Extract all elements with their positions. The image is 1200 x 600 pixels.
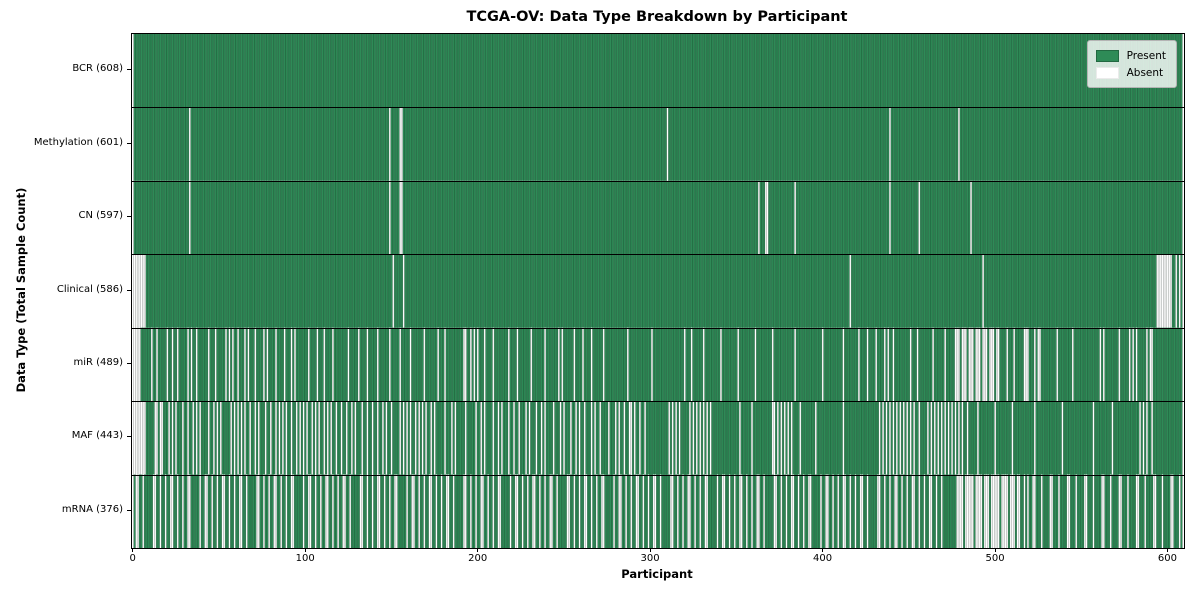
y-tick-mark [127,509,131,511]
x-tick-label: 0 [129,553,136,564]
x-tick-mark [132,548,134,552]
legend-label-present: Present [1126,49,1166,62]
y-tick-label: MAF (443) [71,430,123,442]
x-tick-label: 400 [813,553,833,564]
x-tick-label: 600 [1157,553,1178,564]
x-tick-mark [994,548,996,552]
x-tick-mark [1166,548,1168,552]
y-tick-label: Methylation (601) [33,136,123,148]
y-tick-label: BCR (608) [72,63,123,75]
y-tick-mark [127,289,131,291]
y-tick-label: mRNA (376) [61,503,123,515]
plot-area [131,33,1185,549]
x-tick-label: 300 [640,553,660,564]
y-tick-mark [127,216,131,218]
x-tick-mark [822,548,824,552]
y-tick-mark [127,362,131,364]
chart-title: TCGA-OV: Data Type Breakdown by Particip… [466,9,848,25]
x-tick-label: 200 [468,553,488,564]
y-tick-label: CN (597) [78,210,123,222]
y-tick-mark [127,142,131,144]
y-tick-label: miR (489) [73,356,123,368]
legend-item-present: Present [1095,47,1166,64]
x-tick-label: 100 [295,553,315,564]
y-tick-mark [127,436,131,438]
x-tick-mark [649,548,651,552]
legend-label-absent: Absent [1126,66,1164,79]
legend-item-absent: Absent [1095,64,1166,81]
present-swatch-icon [1095,49,1119,62]
heatmap-canvas [132,34,1184,548]
y-tick-mark [127,69,131,71]
x-tick-label: 500 [985,553,1005,564]
absent-swatch-icon [1095,66,1119,79]
y-tick-label: Clinical (586) [56,283,123,295]
x-tick-mark [304,548,306,552]
legend: Present Absent [1086,40,1177,88]
x-tick-mark [477,548,479,552]
x-axis-label: Participant [621,567,693,581]
